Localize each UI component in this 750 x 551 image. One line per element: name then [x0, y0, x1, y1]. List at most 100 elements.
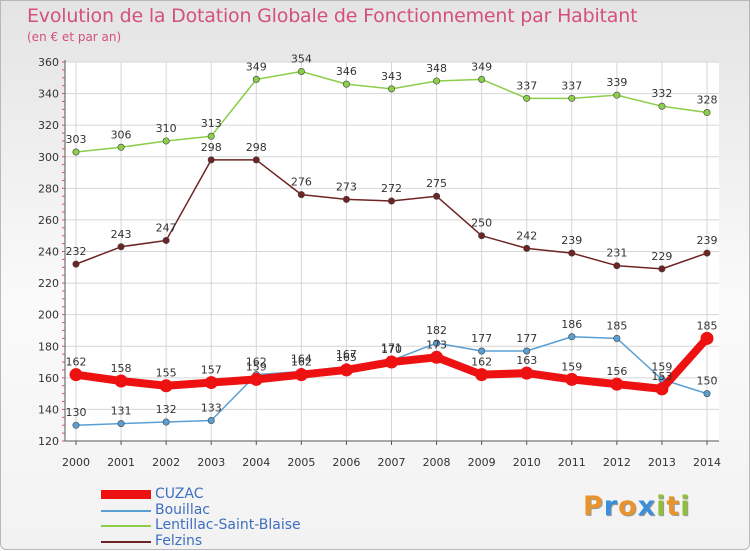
- legend-swatch: [101, 509, 151, 512]
- data-point: [523, 94, 531, 102]
- data-point: [159, 379, 173, 393]
- data-label: 162: [471, 356, 492, 369]
- data-label: 170: [381, 343, 402, 356]
- data-label: 348: [426, 62, 447, 75]
- data-point: [72, 260, 80, 268]
- legend-label: CUZAC: [155, 486, 204, 502]
- x-tick-label: 2012: [603, 456, 631, 469]
- data-label: 167: [336, 348, 357, 361]
- x-tick-label: 2001: [107, 456, 135, 469]
- data-label: 339: [606, 76, 627, 89]
- data-point: [207, 416, 215, 424]
- legend-swatch: [101, 525, 151, 527]
- data-label: 310: [156, 122, 177, 135]
- data-point: [568, 94, 576, 102]
- series-lentillac-saint-blaise: [72, 67, 711, 156]
- data-label: 153: [651, 370, 672, 383]
- data-point: [387, 197, 395, 205]
- x-tick-label: 2009: [468, 456, 496, 469]
- data-point: [700, 331, 714, 345]
- data-label: 162: [246, 356, 267, 369]
- y-tick-label: 320: [38, 119, 59, 132]
- legend-label: Felzins: [155, 532, 203, 549]
- data-point: [72, 148, 80, 156]
- logo-letter: i: [680, 491, 691, 522]
- data-label: 328: [697, 94, 718, 107]
- legend-swatch: [101, 490, 151, 499]
- data-label: 346: [336, 65, 357, 78]
- data-point: [613, 334, 621, 342]
- logo-letter: P: [583, 491, 604, 522]
- data-label: 250: [471, 217, 492, 230]
- x-tick-label: 2002: [152, 456, 180, 469]
- y-tick-label: 300: [38, 151, 59, 164]
- data-point: [297, 67, 305, 75]
- data-point: [565, 372, 579, 386]
- data-label: 132: [156, 403, 177, 416]
- data-point: [204, 376, 218, 390]
- data-label: 186: [561, 318, 582, 331]
- data-point: [433, 339, 441, 347]
- y-tick-label: 180: [38, 340, 59, 353]
- logo-letter: i: [656, 491, 667, 522]
- series-felzins: [72, 156, 711, 273]
- data-point: [117, 143, 125, 151]
- data-point: [385, 355, 398, 369]
- data-label: 313: [201, 117, 222, 130]
- data-label: 239: [697, 234, 718, 247]
- data-point: [703, 109, 711, 117]
- data-label: 133: [201, 401, 222, 414]
- data-point: [703, 249, 711, 257]
- data-label: 177: [516, 332, 537, 345]
- data-point: [655, 382, 669, 396]
- data-label: 158: [111, 362, 132, 375]
- data-point: [613, 262, 621, 270]
- y-tick-label: 360: [38, 56, 59, 69]
- data-point: [520, 366, 534, 380]
- data-point: [433, 192, 441, 200]
- axis-layer: 120 140 160 180 200 220 240 260 280 300 320 340 360 2…: [38, 56, 721, 469]
- legend-label: Lentillac-Saint-Blaise: [155, 517, 301, 533]
- data-label: 162: [291, 356, 312, 369]
- x-tick-label: 2004: [242, 456, 270, 469]
- data-label: 275: [426, 177, 447, 190]
- data-point: [433, 77, 441, 85]
- y-tick-label: 340: [38, 88, 59, 101]
- data-point: [478, 347, 486, 355]
- y-tick-label: 280: [38, 182, 59, 195]
- x-tick-label: 2006: [332, 456, 360, 469]
- x-tick-label: 2003: [197, 456, 225, 469]
- y-tick-label: 160: [38, 372, 59, 385]
- x-tick-label: 2010: [513, 456, 541, 469]
- data-label: 229: [651, 250, 672, 263]
- grid-layer: [65, 61, 719, 442]
- data-label: 231: [606, 247, 627, 260]
- data-point: [162, 137, 170, 145]
- data-point: [613, 91, 621, 99]
- data-label: 298: [201, 141, 222, 154]
- data-point: [339, 363, 353, 377]
- series-layer: [69, 67, 714, 429]
- y-tick-label: 120: [38, 435, 59, 448]
- data-label: 332: [651, 87, 672, 100]
- y-tick-label: 260: [38, 214, 59, 227]
- data-label: 247: [156, 221, 177, 234]
- data-label: 150: [697, 375, 718, 388]
- data-point: [114, 374, 128, 388]
- y-tick-label: 200: [38, 309, 59, 322]
- data-point: [478, 75, 486, 83]
- data-point: [475, 368, 489, 382]
- data-label: 273: [336, 180, 357, 193]
- data-label: 232: [66, 245, 87, 258]
- data-point: [72, 421, 80, 429]
- y-tick-label: 140: [38, 403, 59, 416]
- data-label: 242: [516, 229, 537, 242]
- data-label: 164: [291, 353, 312, 366]
- x-tick-label: 2008: [423, 456, 451, 469]
- data-point: [523, 347, 531, 355]
- data-point: [342, 80, 350, 88]
- data-label: 165: [336, 351, 357, 364]
- x-tick-label: 2000: [62, 456, 90, 469]
